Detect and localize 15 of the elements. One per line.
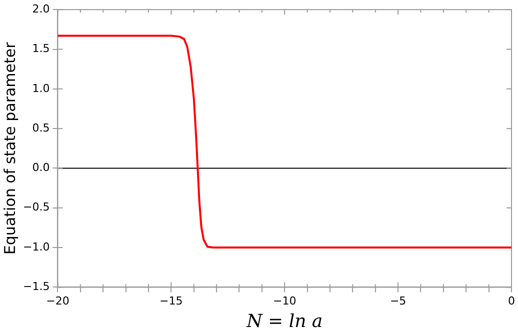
x-tick-label: −20 — [46, 294, 70, 308]
y-tick-label: 1.0 — [32, 82, 50, 95]
y-axis-title: Equation of state parameter — [0, 41, 19, 255]
y-tick-label: −1.5 — [22, 280, 50, 294]
y-tick-label: −0.5 — [22, 200, 50, 214]
y-tick-label: 2.0 — [32, 2, 50, 16]
y-tick-label: 1.5 — [32, 42, 50, 56]
x-tick-label: −10 — [272, 294, 296, 308]
x-tick-label: −15 — [160, 294, 183, 308]
x-tick-label: −5 — [390, 294, 406, 308]
y-tick-label: −1.0 — [22, 240, 50, 254]
y-tick-label: 0.5 — [32, 121, 50, 134]
x-tick-label: 0 — [508, 294, 515, 308]
x-axis-title: N = ln a — [246, 310, 323, 332]
y-tick-label: 0.0 — [32, 161, 50, 174]
